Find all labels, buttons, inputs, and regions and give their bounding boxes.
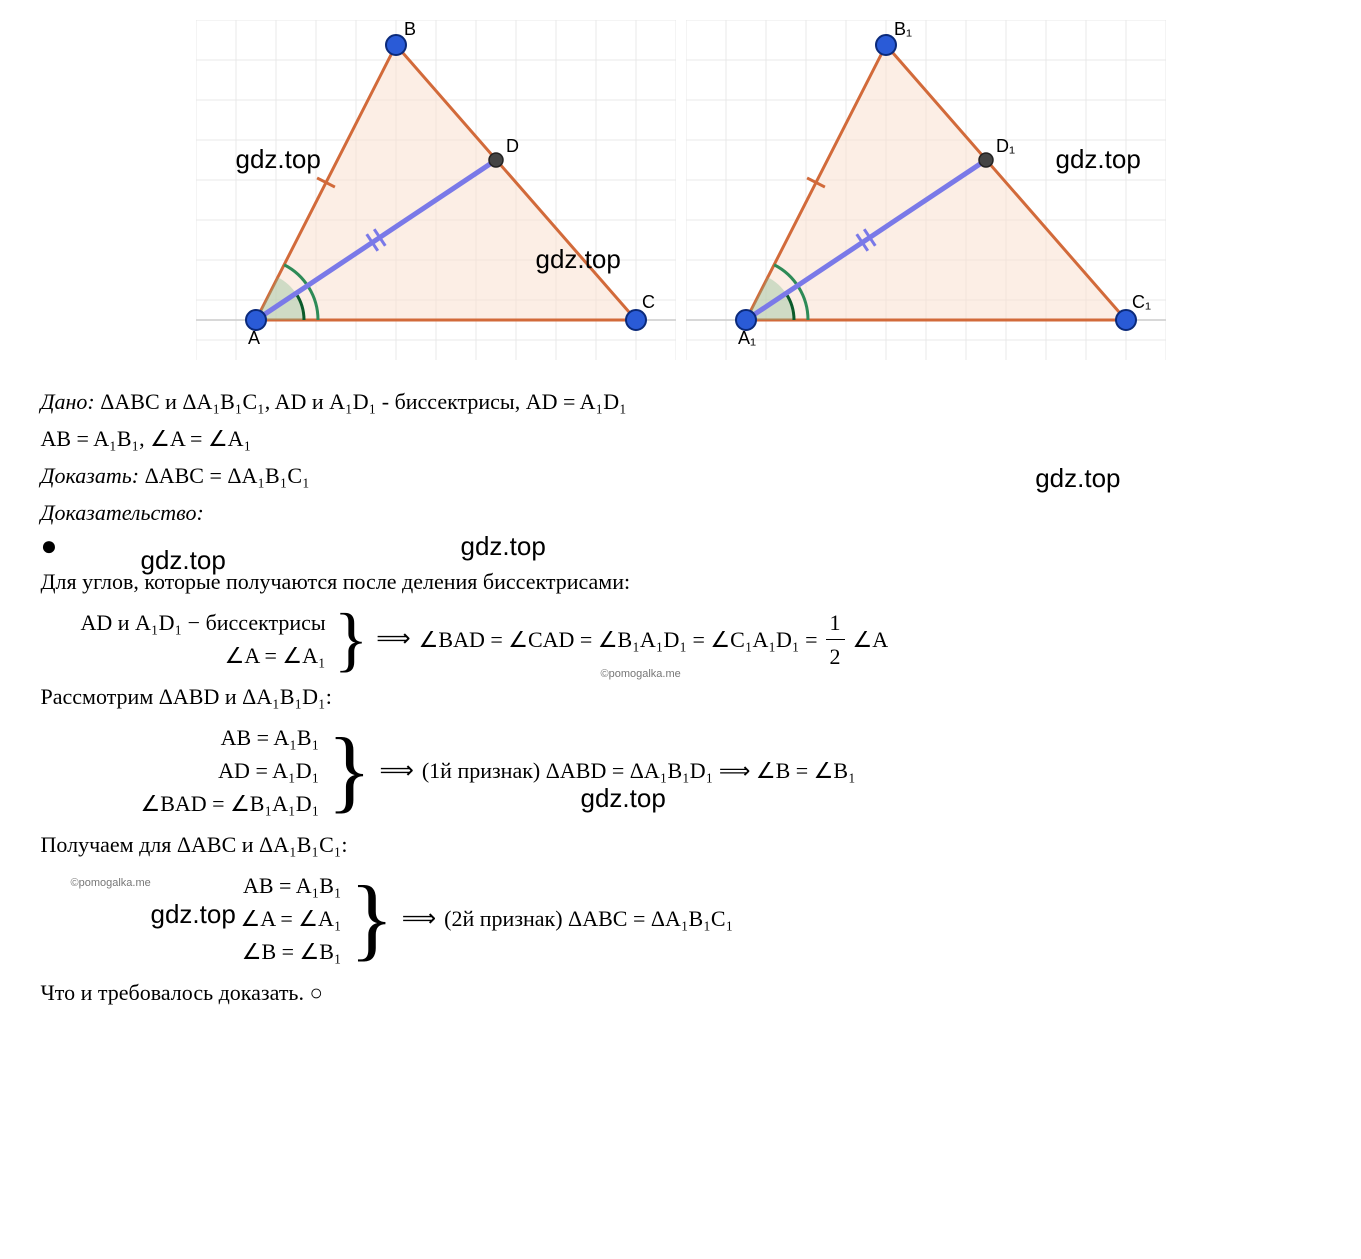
- brace-2: }: [327, 729, 371, 812]
- math-block-3: ©pomogalka.me gdz.top AB = A₁B₁ ∠A = ∠A₁…: [41, 865, 1321, 972]
- arrow-2: ⟹: [379, 753, 413, 789]
- given-line-1: Дано: ΔABC и ΔA₁B₁C₁, AD и A₁D₁ - биссек…: [41, 385, 1321, 418]
- diagram-left: ABCD gdz.top gdz.top: [196, 20, 676, 369]
- mb1-s0: AD и A₁D₁ − биссектрисы: [81, 606, 326, 639]
- svg-text:C: C: [642, 292, 655, 312]
- given-label: Дано:: [41, 389, 95, 414]
- mb3-right: (2й признак) ΔABC = ΔA₁B₁C₁: [444, 902, 733, 935]
- arrow-1: ⟹: [376, 621, 410, 657]
- mb1-num: 1: [826, 606, 845, 640]
- diagram-right: A₁B₁C₁D₁ gdz.top: [686, 20, 1166, 369]
- mb2-s1: AD = A₁D₁: [141, 754, 320, 787]
- svg-text:B: B: [404, 20, 416, 39]
- prove-label: Доказать:: [41, 463, 140, 488]
- mb1-tail: ∠A: [853, 623, 889, 656]
- proof-label: Доказательство:: [41, 496, 1321, 529]
- line-1: Для углов, которые получаются после деле…: [41, 565, 1321, 598]
- math-block-1: AD и A₁D₁ − биссектрисы ∠A = ∠A₁ } ⟹ ∠BA…: [41, 602, 1321, 676]
- math-block-2: AB = A₁B₁ AD = A₁D₁ ∠BAD = ∠B₁A₁D₁ } ⟹ (…: [41, 717, 1321, 824]
- wm-gdz-5: gdz.top: [151, 895, 236, 934]
- diagram-row: ABCD gdz.top gdz.top A₁B₁C₁D₁ gdz.top: [20, 20, 1341, 369]
- triangle-right-svg: A₁ B₁ C₁ D₁: [686, 20, 1166, 360]
- mb3-s0: AB = A₁B₁: [241, 869, 342, 902]
- prove-line: Доказать: ΔABC = ΔA₁B₁C₁ gdz.top: [41, 459, 1321, 492]
- mb1-stack: AD и A₁D₁ − биссектрисы ∠A = ∠A₁: [81, 606, 326, 672]
- final-line: Что и требовалось доказать. ○: [41, 976, 1321, 1009]
- mb2-s0: AB = A₁B₁: [141, 721, 320, 754]
- triangle-left-svg: A B C D: [196, 20, 676, 360]
- brace-1: }: [334, 607, 369, 672]
- svg-text:B₁: B₁: [894, 20, 912, 39]
- given-line-2: AB = A₁B₁, ∠A = ∠A₁: [41, 422, 1321, 455]
- mb1-frac: 1 2: [826, 606, 845, 673]
- line-3: Получаем для ΔABC и ΔA₁B₁C₁:: [41, 828, 1321, 861]
- svg-text:C₁: C₁: [1132, 292, 1151, 312]
- mb1-den: 2: [826, 640, 845, 673]
- svg-text:A: A: [248, 328, 260, 348]
- mb3-s1: ∠A = ∠A₁: [241, 902, 342, 935]
- svg-text:A₁: A₁: [738, 328, 756, 348]
- mb2-stack: AB = A₁B₁ AD = A₁D₁ ∠BAD = ∠B₁A₁D₁: [141, 721, 320, 820]
- svg-text:D: D: [506, 136, 519, 156]
- bullet-icon: ●: [41, 533, 1321, 561]
- line-2: Рассмотрим ΔABD и ΔA₁B₁D₁:: [41, 680, 1321, 713]
- mb2-right: (1й признак) ΔABD = ΔA₁B₁D₁ ⟹ ∠B = ∠B₁: [422, 754, 856, 787]
- brace-3: }: [350, 877, 394, 960]
- prove-text: ΔABC = ΔA₁B₁C₁: [139, 463, 310, 488]
- arrow-3: ⟹: [402, 901, 436, 937]
- proof-container: Дано: ΔABC и ΔA₁B₁C₁, AD и A₁D₁ - биссек…: [41, 385, 1321, 1009]
- given-1: ΔABC и ΔA₁B₁C₁, AD и A₁D₁ - биссектрисы,…: [95, 389, 627, 414]
- svg-text:D₁: D₁: [996, 136, 1015, 156]
- mb1-s1: ∠A = ∠A₁: [81, 639, 326, 672]
- mb2-s2: ∠BAD = ∠B₁A₁D₁: [141, 787, 320, 820]
- wm-pmg-2: ©pomogalka.me: [71, 875, 151, 892]
- mb1-right: ∠BAD = ∠CAD = ∠B₁A₁D₁ = ∠C₁A₁D₁ =: [419, 623, 818, 656]
- mb3-stack: AB = A₁B₁ ∠A = ∠A₁ ∠B = ∠B₁: [241, 869, 342, 968]
- wm-gdz-1: gdz.top: [1035, 459, 1120, 498]
- mb3-s2: ∠B = ∠B₁: [241, 935, 342, 968]
